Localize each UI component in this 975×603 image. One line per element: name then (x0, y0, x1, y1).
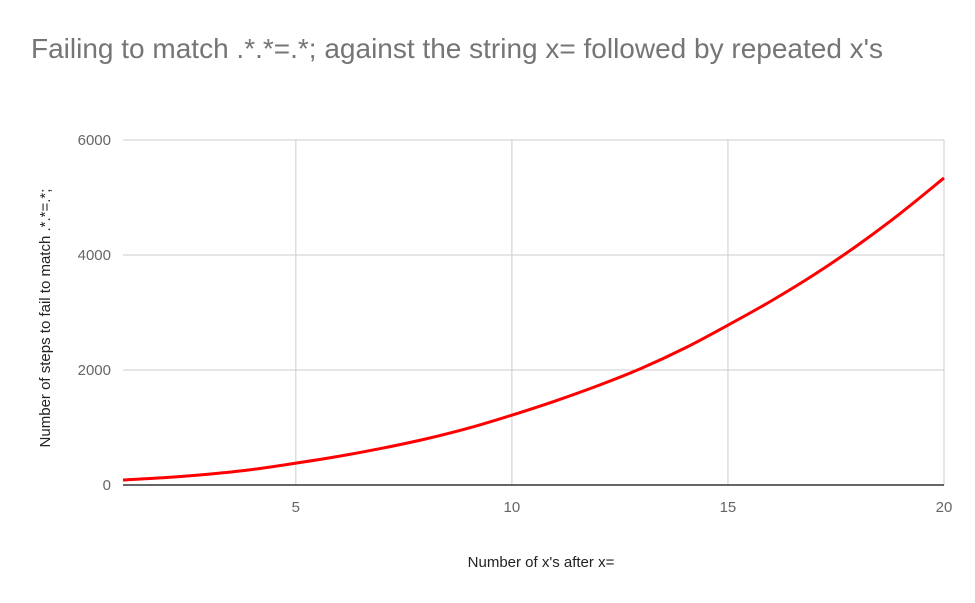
y-tick-label: 0 (103, 477, 111, 494)
x-tick-label: 20 (936, 499, 953, 516)
x-tick-label: 10 (504, 499, 521, 516)
chart-title: Failing to match .*.*=.*; against the st… (31, 33, 884, 64)
y-tick-label: 2000 (78, 362, 111, 379)
series-line (122, 176, 945, 482)
x-tick-label: 5 (292, 499, 300, 516)
x-tick-label: 15 (720, 499, 737, 516)
y-tick-label: 4000 (78, 247, 111, 264)
x-axis-label: Number of x's after x= (468, 554, 615, 571)
y-axis-label: Number of steps to fail to match .*.*=.*… (37, 189, 54, 448)
y-tick-label: 6000 (78, 132, 111, 149)
